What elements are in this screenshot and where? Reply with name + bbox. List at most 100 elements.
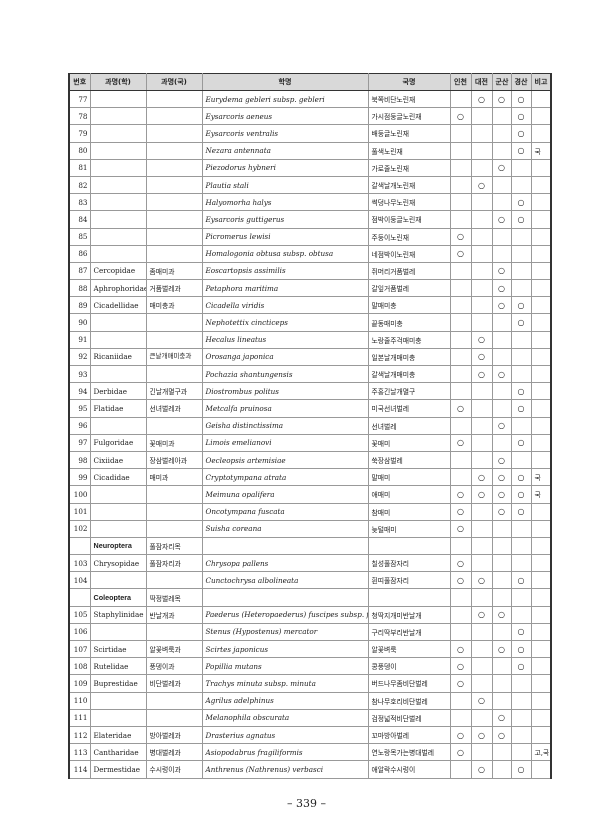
order-row: Coleoptera 딱정벌레목 <box>68 588 552 607</box>
mark-gyeongsan: ○ <box>510 382 532 401</box>
row-number: 106 <box>68 622 91 642</box>
mark-incheon <box>449 141 472 160</box>
family-sci <box>89 519 147 538</box>
mark-incheon <box>449 296 472 315</box>
mark-daejeon <box>470 450 493 470</box>
korean-name <box>367 588 451 607</box>
mark-gunsan <box>491 107 512 126</box>
korean-name: 풀색노린재 <box>367 141 451 160</box>
family-sci: Cicadidae <box>89 468 147 487</box>
mark-daejeon <box>470 382 493 401</box>
mark-incheon <box>449 468 472 487</box>
family-sci: Flatidae <box>89 399 147 418</box>
korean-name: 가시점둥글노린재 <box>367 107 451 126</box>
row-number: 81 <box>68 158 91 177</box>
family-kor: 장삼벌레아과 <box>145 450 203 470</box>
table-row: 81 Piezodorus hybneri 가로줄노린재 ○ <box>68 158 552 177</box>
mark-incheon <box>449 261 472 281</box>
table-row: 96 Geisha distinctissima 선녀벌레 ○ <box>68 416 552 435</box>
mark-incheon: ○ <box>449 519 472 538</box>
mark-gyeongsan: ○ <box>510 571 532 590</box>
row-number: 87 <box>68 261 91 281</box>
korean-name: 버드나무좀비단벌레 <box>367 674 451 693</box>
row-number: 101 <box>68 502 91 521</box>
mark-gyeongsan: ○ <box>510 107 532 126</box>
table-row: 92 Ricaniidae 큰날개매미충과 Orosanga japonica 일본날개… <box>68 347 552 367</box>
korean-name: 가로줄노린재 <box>367 158 451 177</box>
family-sci <box>89 571 147 590</box>
mark-gyeongsan <box>510 364 532 384</box>
mark-gyeongsan <box>510 261 532 281</box>
remarks <box>530 674 552 693</box>
family-sci: Cercopidae <box>89 261 147 281</box>
row-number: 109 <box>68 674 91 693</box>
family-sci <box>89 158 147 177</box>
remarks <box>530 193 552 212</box>
family-sci: Staphylinidae <box>89 605 147 624</box>
family-sci <box>89 622 147 642</box>
scientific-name: Pochazia shantungensis <box>201 364 369 384</box>
header-korean-name: 국명 <box>367 73 451 91</box>
header-family-kor: 과명(국) <box>145 73 203 91</box>
table-row: 99 Cicadidae 매미과 Cryptotympana atrata 말매미 ○ ○ ○… <box>68 468 552 487</box>
scientific-name: Plautia stali <box>201 175 369 195</box>
mark-incheon <box>449 193 472 212</box>
mark-daejeon <box>470 227 493 246</box>
scientific-name: Metcalfa pruinosa <box>201 399 369 418</box>
table-row: 106 Stenus (Hypostenus) mercator 구리딱부리반날개 ○ <box>68 622 552 642</box>
korean-name: 참나무호리비단벌레 <box>367 691 451 710</box>
family-kor <box>145 691 203 710</box>
mark-daejeon <box>470 107 493 126</box>
mark-gyeongsan: ○ <box>510 468 532 487</box>
mark-gyeongsan: ○ <box>510 657 532 676</box>
scientific-name: Suisha coreana <box>201 519 369 538</box>
scientific-name: Popillia mutans <box>201 657 369 676</box>
remarks: 고,국 <box>530 743 552 762</box>
korean-name: 선녀벌레 <box>367 416 451 435</box>
mark-gunsan <box>491 554 512 573</box>
remarks <box>530 279 552 298</box>
remarks <box>530 519 552 538</box>
table-row: 87 Cercopidae 좀매미과 Eoscartopsis assimilis 쥐머… <box>68 261 552 281</box>
mark-gunsan <box>491 588 512 607</box>
remarks <box>530 622 552 642</box>
mark-daejeon <box>470 193 493 212</box>
scientific-name: Trachys minuta subsp. minuta <box>201 674 369 693</box>
mark-incheon <box>449 760 472 779</box>
mark-daejeon: ○ <box>470 760 493 779</box>
species-table: 번호 과명(학) 과명(국) 학명 국명 인천 대전 군산 경산 비고 77 Eu… <box>68 73 552 779</box>
korean-name: 구리딱부리반날개 <box>367 622 451 642</box>
row-number: 102 <box>68 519 91 538</box>
mark-gunsan: ○ <box>491 279 512 298</box>
family-sci <box>89 330 147 349</box>
family-kor: 비단벌레과 <box>145 674 203 693</box>
mark-incheon: ○ <box>449 657 472 676</box>
mark-daejeon: ○ <box>470 89 493 109</box>
table-row: 82 Plautia stali 갈색날개노린재 ○ <box>68 175 552 195</box>
mark-gunsan <box>491 399 512 418</box>
mark-gyeongsan <box>510 691 532 710</box>
korean-name: 칠성풀잠자리 <box>367 554 451 573</box>
row-number: 83 <box>68 193 91 212</box>
remarks: 국 <box>530 485 552 504</box>
scientific-name: Hecalus lineatus <box>201 330 369 349</box>
order-row: Neuroptera 풀잠자리목 <box>68 536 552 556</box>
mark-gunsan <box>491 571 512 590</box>
mark-gyeongsan <box>510 175 532 195</box>
row-number: 103 <box>68 554 91 573</box>
family-sci <box>89 227 147 246</box>
mark-daejeon: ○ <box>470 175 493 195</box>
mark-gunsan: ○ <box>491 502 512 521</box>
mark-daejeon <box>470 416 493 435</box>
table-row: 86 Homalogonia obtusa subsp. obtusa 네점박이노린… <box>68 244 552 263</box>
family-kor: 알꽃벼룩과 <box>145 639 203 659</box>
family-kor <box>145 124 203 143</box>
mark-incheon <box>449 588 472 607</box>
family-sci: Derbidae <box>89 382 147 401</box>
family-kor: 방아벌레과 <box>145 725 203 745</box>
family-sci: Cixiidae <box>89 450 147 470</box>
family-sci <box>89 193 147 212</box>
table-row: 93 Pochazia shantungensis 갈색날개매미충 ○ ○ <box>68 364 552 384</box>
mark-gyeongsan: ○ <box>510 193 532 212</box>
family-sci: Elateridae <box>89 725 147 745</box>
